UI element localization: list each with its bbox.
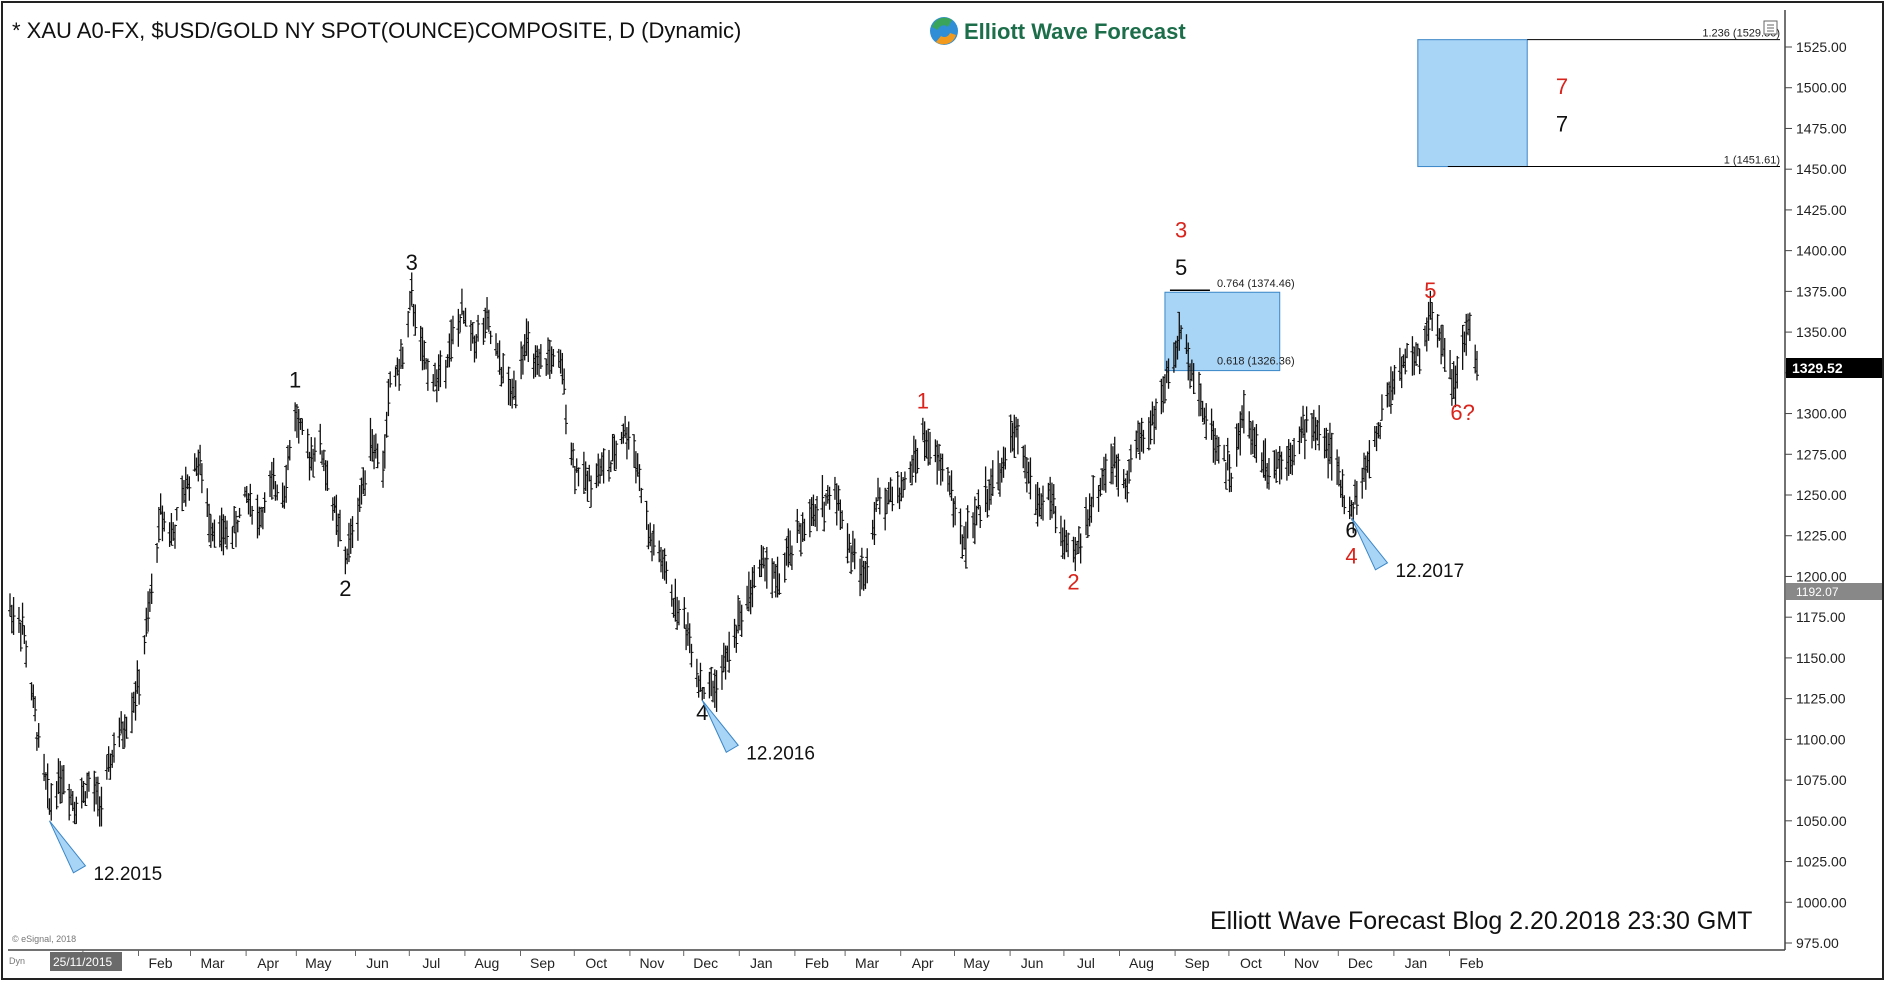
y-tick-label: 1025.00 <box>1796 854 1847 870</box>
wave-label-red: 2 <box>1067 569 1079 594</box>
x-tick-label: Jul <box>1077 955 1095 971</box>
x-tick-label: Nov <box>639 955 664 971</box>
x-tick-label: Aug <box>1129 955 1154 971</box>
y-tick-label: 1050.00 <box>1796 813 1847 829</box>
y-tick-label: 1300.00 <box>1796 406 1847 422</box>
y-tick-label: 1400.00 <box>1796 243 1847 259</box>
y-tick-label: 1500.00 <box>1796 80 1847 96</box>
y-tick-label: 1175.00 <box>1796 609 1846 625</box>
chart-settings-icon[interactable] <box>1764 21 1777 34</box>
marked-price-value: 1192.07 <box>1796 585 1839 599</box>
x-tick-label: Oct <box>1240 955 1262 971</box>
chart-title: * XAU A0-FX, $USD/GOLD NY SPOT(OUNCE)COM… <box>12 18 741 43</box>
x-tick-label: Apr <box>912 955 934 971</box>
date-marker-label: 12.2015 <box>93 864 162 885</box>
x-tick-label: Jun <box>366 955 389 971</box>
y-tick-label: 1250.00 <box>1796 487 1847 503</box>
dyn-label: Dyn <box>9 956 25 966</box>
wave-label-black: 2 <box>339 576 351 601</box>
wave-label-black: 5 <box>1175 255 1187 280</box>
fib-lower-label: 1 (1451.61) <box>1724 155 1780 167</box>
y-tick-label: 1275.00 <box>1796 446 1847 462</box>
x-tick-label: Dec <box>693 955 718 971</box>
y-tick-label: 1425.00 <box>1796 202 1847 218</box>
x-tick-label: Feb <box>1459 955 1483 971</box>
x-tick-label: Feb <box>148 955 172 971</box>
x-tick-label: Feb <box>805 955 829 971</box>
x-tick-label: Apr <box>257 955 279 971</box>
marked-price-tag: 1192.07 <box>1786 583 1882 600</box>
y-tick-label: 1375.00 <box>1796 283 1847 299</box>
x-tick-label: Jan <box>750 955 773 971</box>
y-tick-label: 1075.00 <box>1796 772 1847 788</box>
y-tick-label: 1525.00 <box>1796 39 1847 55</box>
x-tick-label: May <box>305 955 331 971</box>
wave-label-red: 3 <box>1175 218 1187 243</box>
wave-label-red: 6? <box>1450 400 1474 425</box>
x-tick-label: Dec <box>1348 955 1373 971</box>
start-date-label: 25/11/2015 <box>53 955 112 969</box>
y-tick-label: 1450.00 <box>1796 161 1847 177</box>
x-tick-label: Mar <box>200 955 224 971</box>
x-tick-label: Sep <box>1185 955 1210 971</box>
wave-label-black: 6 <box>1345 517 1357 542</box>
y-tick-label: 1150.00 <box>1796 650 1846 666</box>
y-tick-label: 975.00 <box>1796 935 1839 951</box>
footer-caption: Elliott Wave Forecast Blog 2.20.2018 23:… <box>1210 907 1752 935</box>
y-tick-label: 1100.00 <box>1796 731 1846 747</box>
x-tick-label: Jun <box>1021 955 1044 971</box>
x-tick-label: Jul <box>422 955 440 971</box>
wave-label-red: 1 <box>917 389 929 414</box>
wave-label-black: 3 <box>406 250 418 275</box>
y-tick-label: 1350.00 <box>1796 324 1847 340</box>
x-tick-label: Aug <box>474 955 499 971</box>
fib-lower-label: 0.618 (1326.36) <box>1217 356 1295 368</box>
x-tick-label: May <box>963 955 989 971</box>
wave-label-black: 7 <box>1556 112 1568 137</box>
last-price-tag: 1329.52 <box>1786 358 1882 378</box>
brand-name: Elliott Wave Forecast <box>964 19 1186 44</box>
fib-target-box <box>1418 40 1527 167</box>
x-tick-label: Sep <box>530 955 555 971</box>
wave-label-red: 4 <box>1345 543 1357 568</box>
date-marker-label: 12.2017 <box>1395 561 1464 582</box>
wave-label-red: 7 <box>1556 74 1568 99</box>
x-tick-label: Nov <box>1294 955 1319 971</box>
last-price-value: 1329.52 <box>1792 360 1843 376</box>
y-tick-label: 1225.00 <box>1796 528 1847 544</box>
y-tick-label: 1125.00 <box>1796 691 1846 707</box>
date-marker-label: 12.2016 <box>746 743 815 764</box>
wave-label-black: 1 <box>289 367 301 392</box>
copyright-text: © eSignal, 2018 <box>12 934 76 944</box>
brand-logo: Elliott Wave Forecast <box>930 17 1186 45</box>
x-tick-label: Oct <box>585 955 607 971</box>
y-tick-label: 1475.00 <box>1796 120 1847 136</box>
fib-upper-label: 0.764 (1374.46) <box>1217 278 1295 290</box>
wave-label-red: 5 <box>1424 278 1436 303</box>
y-tick-label: 1200.00 <box>1796 568 1847 584</box>
x-tick-label: Mar <box>855 955 879 971</box>
y-tick-label: 1000.00 <box>1796 894 1847 910</box>
x-tick-label: Jan <box>1405 955 1428 971</box>
wave-label-black: 4 <box>696 700 708 725</box>
